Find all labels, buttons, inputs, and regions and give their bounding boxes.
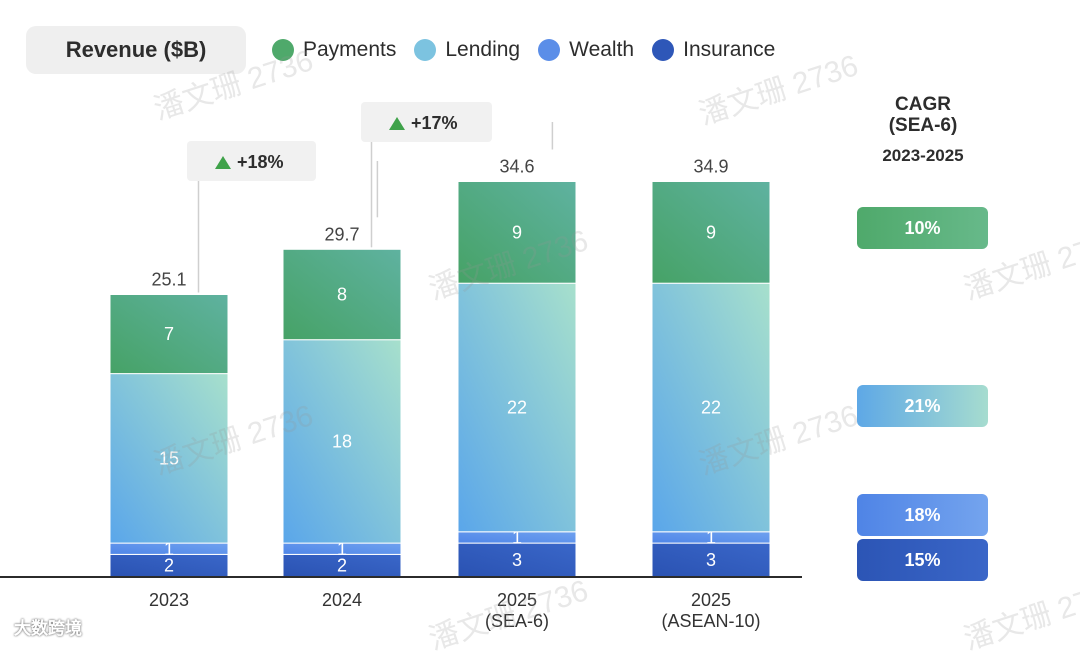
segment-label: 15 xyxy=(159,448,179,468)
cagr-pill-payments: 10% xyxy=(857,207,988,249)
bar-segment-payments xyxy=(109,294,229,375)
bar-segment-lending xyxy=(651,282,771,533)
legend-item-insurance: Insurance xyxy=(652,38,775,62)
segment-label: 1 xyxy=(164,539,174,559)
cagr-pill-wealth: 18% xyxy=(857,494,988,536)
cagr-title: CAGR (SEA-6) xyxy=(888,94,958,136)
legend-swatch-wealth xyxy=(538,39,561,61)
segment-label: 22 xyxy=(701,398,721,418)
segment-label: 22 xyxy=(507,398,527,418)
bar-segment-lending xyxy=(282,339,402,544)
chart-title: Revenue ($B) xyxy=(26,26,246,74)
segment-label: 1 xyxy=(706,527,716,547)
bar-segment-lending xyxy=(457,282,577,533)
growth-badge xyxy=(361,102,492,142)
segment-label: 1 xyxy=(337,539,347,559)
brand-label: 大数跨境 xyxy=(14,619,82,638)
bar-segment-payments xyxy=(282,248,402,341)
x-tick-label: 2025 xyxy=(691,590,731,610)
growth-up-icon xyxy=(215,156,231,169)
growth-badge xyxy=(187,141,316,181)
segment-label: 1 xyxy=(512,527,522,547)
segment-label: 3 xyxy=(706,550,716,570)
x-tick-label: 2025 xyxy=(497,590,537,610)
cagr-pill-insurance: 15% xyxy=(857,539,988,581)
bar-segment-payments xyxy=(651,181,771,284)
legend: Payments Lending Wealth Insurance xyxy=(272,38,793,62)
bar-total-label: 29.7 xyxy=(324,224,359,244)
legend-label-insurance: Insurance xyxy=(683,38,776,61)
x-tick-label: (ASEAN-10) xyxy=(661,611,760,631)
x-tick-label: (SEA-6) xyxy=(485,611,549,631)
bar-segment-lending xyxy=(109,373,229,544)
legend-swatch-lending xyxy=(414,39,437,61)
cagr-period: 2023-2025 xyxy=(882,146,964,165)
legend-item-payments: Payments xyxy=(272,38,396,62)
segment-label: 3 xyxy=(512,550,522,570)
legend-item-wealth: Wealth xyxy=(538,38,634,62)
legend-label-lending: Lending xyxy=(445,38,521,61)
legend-label-wealth: Wealth xyxy=(569,38,635,61)
legend-item-lending: Lending xyxy=(414,38,520,62)
segment-label: 18 xyxy=(332,431,352,451)
growth-label: +17% xyxy=(411,113,458,133)
bar-segment-payments xyxy=(457,181,577,284)
segment-label: 9 xyxy=(706,222,716,242)
growth-up-icon xyxy=(389,117,405,130)
segment-label: 8 xyxy=(337,285,347,305)
x-tick-label: 2023 xyxy=(149,590,189,610)
legend-swatch-insurance xyxy=(652,39,675,61)
bar-total-label: 34.6 xyxy=(499,157,534,177)
segment-label: 9 xyxy=(512,222,522,242)
segment-label: 7 xyxy=(164,324,174,344)
segment-label: 2 xyxy=(337,556,347,576)
x-tick-label: 2024 xyxy=(322,590,362,610)
growth-label: +18% xyxy=(237,152,284,172)
bar-total-label: 34.9 xyxy=(693,157,728,177)
legend-label-payments: Payments xyxy=(303,38,397,61)
bar-total-label: 25.1 xyxy=(151,270,186,290)
cagr-pill-lending: 21% xyxy=(857,385,988,427)
segment-label: 2 xyxy=(164,556,174,576)
bar-segment-insurance xyxy=(457,542,577,578)
legend-swatch-payments xyxy=(272,39,294,61)
